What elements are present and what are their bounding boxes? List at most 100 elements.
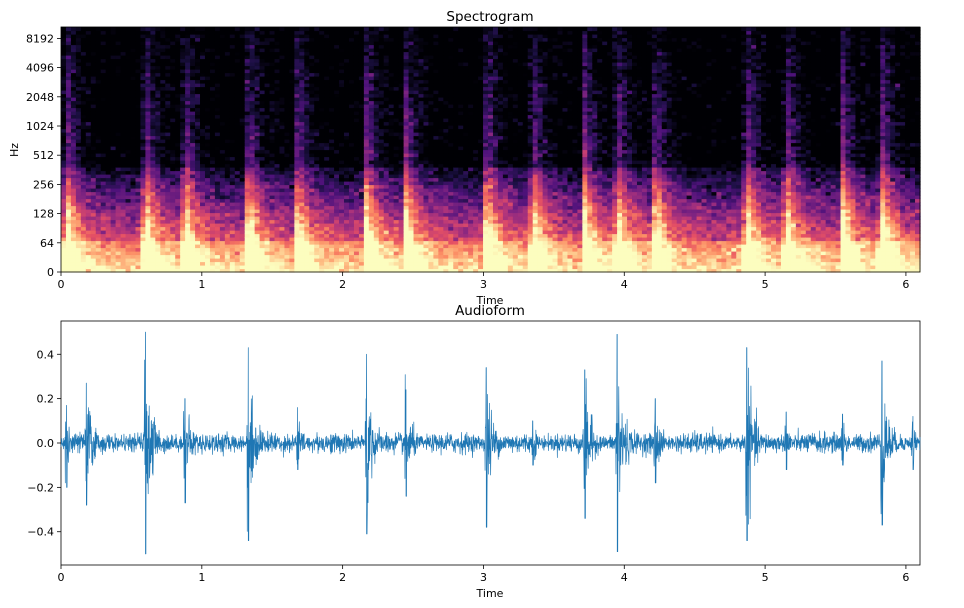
spectrogram-cell (239, 244, 246, 249)
spectrogram-cell (75, 76, 82, 81)
spectrogram-cell (219, 247, 226, 252)
spectrogram-cell (244, 265, 251, 270)
spectrogram-cell (61, 44, 67, 49)
spectrogram-cell (348, 240, 355, 245)
spectrogram-cell (125, 125, 132, 130)
spectrogram-cell (348, 149, 355, 154)
spectrogram-cell (204, 153, 211, 158)
spectrogram-cell (115, 244, 122, 249)
spectrogram-cell (259, 181, 266, 186)
spectrogram-cell (274, 76, 281, 81)
spectrogram-cell (85, 125, 92, 130)
spectrogram-cell (249, 230, 256, 235)
spectrogram-cell (65, 72, 72, 77)
spectrogram-cell (140, 132, 147, 137)
spectrogram-cell (353, 135, 360, 140)
spectrogram-cell (61, 226, 67, 231)
spectrogram-cell (388, 212, 395, 217)
spectrogram-cell (195, 219, 201, 224)
spectrogram-cell (249, 97, 256, 102)
spectrogram-cell (319, 83, 325, 88)
spectrogram-cell (358, 79, 365, 84)
spectrogram-cell (319, 149, 325, 154)
spectrogram-cell (70, 34, 77, 39)
spectrogram-cell (80, 55, 87, 60)
spectrogram-cell (100, 265, 107, 270)
spectrogram-cell (334, 125, 340, 130)
spectrogram-cell (70, 251, 77, 256)
spectrogram-cell (324, 65, 330, 70)
spectrogram-cell (150, 188, 156, 193)
spectrogram-cell (165, 265, 171, 270)
spectrogram-cell (155, 268, 161, 273)
spectrogram-cell (269, 118, 276, 123)
spectrogram-cell (185, 212, 191, 217)
spectrogram-cell (244, 212, 251, 217)
spectrogram-cell (398, 188, 405, 193)
spectrogram-cell (120, 62, 127, 67)
spectrogram-cell (85, 188, 92, 193)
spectrogram-cell (140, 209, 147, 214)
spectrogram-cell (289, 44, 295, 49)
spectrogram-cell (348, 261, 355, 266)
spectrogram-cell (100, 132, 107, 137)
spectrogram-cell (125, 118, 132, 123)
spectrogram-cell (324, 195, 330, 200)
spectrogram-cell (244, 254, 251, 259)
spectrogram-cell (334, 51, 340, 56)
spectrogram-cell (319, 55, 325, 60)
spectrogram-cell (294, 86, 300, 91)
spectrogram-cell (353, 139, 360, 144)
spectrogram-cell (329, 244, 335, 249)
spectrogram-cell (339, 170, 345, 175)
spectrogram-cell (90, 209, 97, 214)
spectrogram-cell (249, 51, 256, 56)
spectrogram-cell (229, 160, 236, 165)
spectrogram-cell (200, 107, 206, 112)
spectrogram-cell (324, 51, 330, 56)
spectrogram-cell (80, 240, 87, 245)
spectrogram-cell (160, 251, 166, 256)
spectrogram-cell (160, 107, 166, 112)
spectrogram-cell (65, 121, 72, 126)
spectrogram-cell (85, 48, 92, 53)
spectrogram-cell (334, 163, 340, 168)
spectrogram-cell (373, 170, 380, 175)
spectrogram-cell (90, 34, 97, 39)
spectrogram-cell (264, 51, 271, 56)
spectrogram-cell (393, 230, 400, 235)
spectrogram-cell (259, 146, 266, 151)
spectrogram-cell (244, 93, 251, 98)
spectrogram-cell (110, 177, 117, 182)
spectrogram-cell (140, 62, 147, 67)
spectrogram-cell (274, 216, 281, 221)
spectrogram-cell (85, 184, 92, 189)
spectrogram-cell (125, 226, 132, 231)
spectrogram-cell (274, 86, 281, 91)
spectrogram-cell (90, 104, 97, 109)
spectrogram-cell (309, 86, 315, 91)
spectrogram-cell (120, 125, 127, 130)
spectrogram-cell (249, 79, 256, 84)
spectrogram-cell (85, 107, 92, 112)
spectrogram-cell (314, 58, 320, 63)
spectrogram-cell (190, 139, 196, 144)
spectrogram-cell (388, 205, 395, 210)
spectrogram-cell (388, 146, 395, 151)
spectrogram-cell (135, 79, 142, 84)
spectrogram-cell (344, 121, 350, 126)
spectrogram-cell (209, 167, 216, 172)
spectrogram-cell (160, 167, 166, 172)
spectrogram-cell (90, 268, 97, 273)
spectrogram-cell (259, 226, 266, 231)
spectrogram-cell (120, 181, 127, 186)
spectrogram-cell (204, 125, 211, 130)
spectrogram-cell (155, 163, 161, 168)
spectrogram-cell (145, 191, 151, 196)
spectrogram-cell (110, 44, 117, 49)
spectrogram-cell (378, 93, 385, 98)
spectrogram-cell (160, 188, 166, 193)
spectrogram-cell (329, 139, 335, 144)
spectrogram-cell (140, 195, 147, 200)
spectrogram-cell (274, 268, 281, 273)
